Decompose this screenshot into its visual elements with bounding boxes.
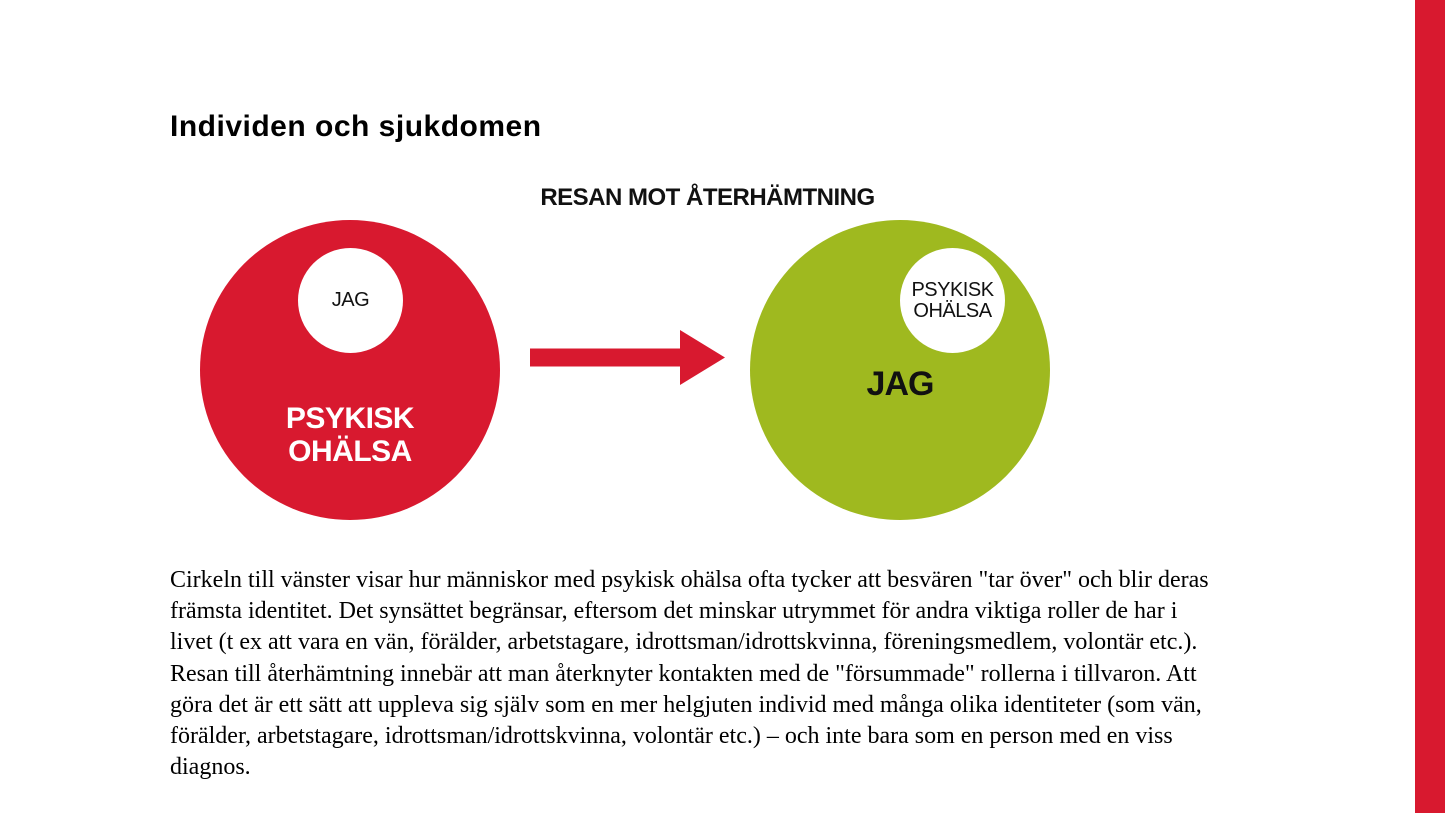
body-paragraph: Cirkeln till vänster visar hur människor…	[170, 565, 1220, 783]
left-circle-group: JAG PSYKISK OHÄLSA	[200, 220, 500, 520]
right-small-circle: PSYKISK OHÄLSA	[900, 248, 1005, 353]
left-small-label: JAG	[332, 290, 369, 311]
arrow-icon	[530, 330, 725, 385]
right-small-label-2: OHÄLSA	[913, 301, 991, 322]
right-big-circle: PSYKISK OHÄLSA JAG	[750, 220, 1050, 520]
diagram-title: RESAN MOT ÅTERHÄMTNING	[170, 184, 1245, 212]
left-big-circle: JAG PSYKISK OHÄLSA	[200, 220, 500, 520]
right-small-label-1: PSYKISK	[911, 280, 993, 301]
left-small-circle: JAG	[298, 248, 403, 353]
accent-bar	[1415, 0, 1445, 813]
right-circle-group: PSYKISK OHÄLSA JAG	[750, 220, 1050, 520]
diagram-area: JAG PSYKISK OHÄLSA PSYKISK OHÄLSA JAG	[170, 220, 1245, 540]
right-big-label: JAG	[750, 365, 1050, 404]
page-heading: Individen och sjukdomen	[170, 110, 1245, 144]
left-big-label: PSYKISK OHÄLSA	[200, 402, 500, 468]
